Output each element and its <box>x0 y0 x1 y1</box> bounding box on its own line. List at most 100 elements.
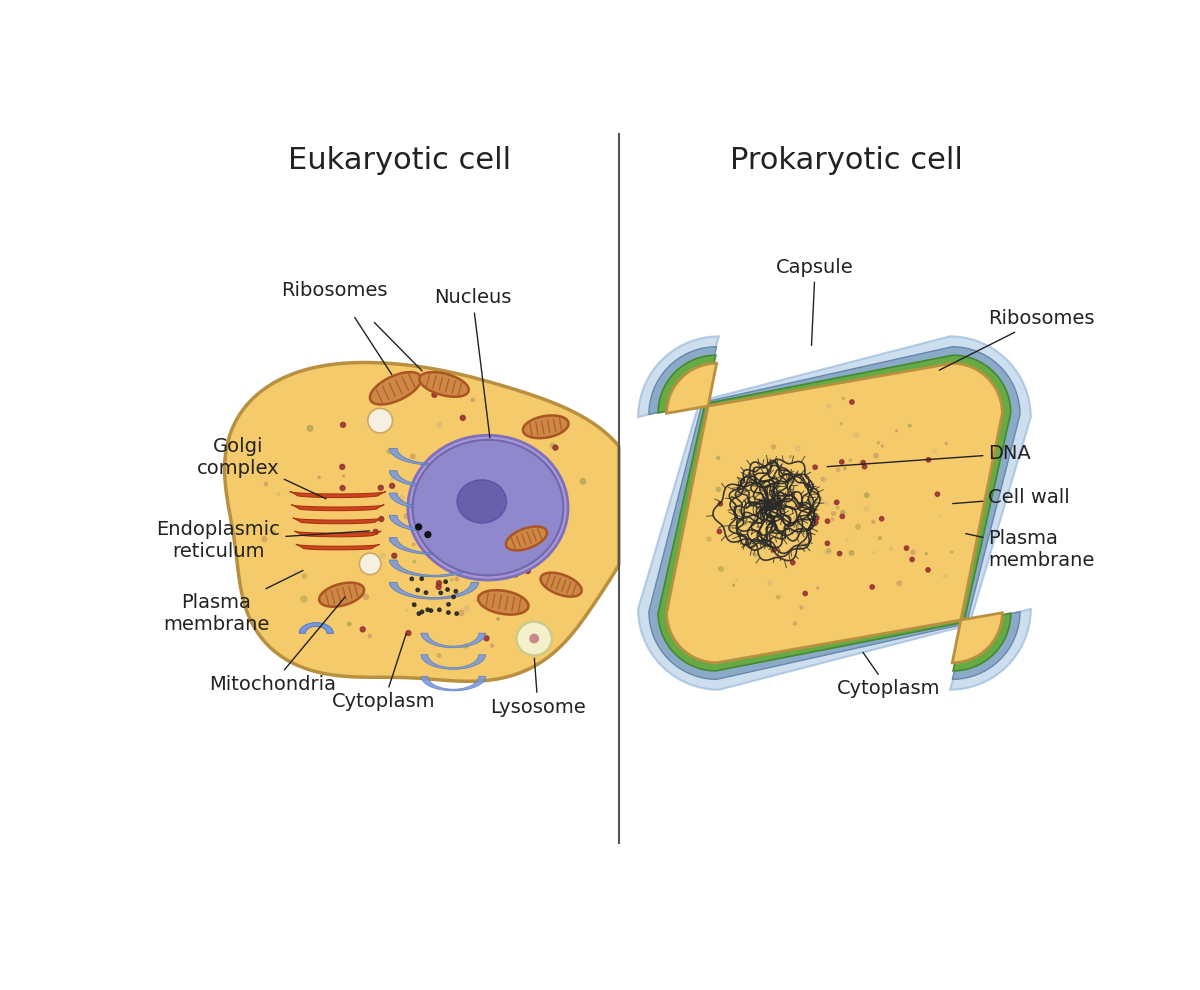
Circle shape <box>842 397 845 400</box>
Text: Nucleus: Nucleus <box>434 288 511 438</box>
Circle shape <box>444 580 448 583</box>
Circle shape <box>768 581 772 585</box>
Polygon shape <box>389 516 479 533</box>
Circle shape <box>821 477 826 481</box>
Circle shape <box>426 608 430 612</box>
Circle shape <box>368 635 371 638</box>
Circle shape <box>870 585 875 589</box>
Circle shape <box>905 545 908 550</box>
Polygon shape <box>649 346 1020 679</box>
Circle shape <box>446 588 449 591</box>
Circle shape <box>425 519 430 524</box>
Circle shape <box>437 423 442 428</box>
Circle shape <box>326 597 331 602</box>
Text: Ribosomes: Ribosomes <box>940 309 1094 370</box>
Circle shape <box>487 526 491 529</box>
Circle shape <box>818 497 822 501</box>
Circle shape <box>814 520 818 525</box>
Circle shape <box>428 500 433 505</box>
Text: Golgi
complex: Golgi complex <box>197 438 326 499</box>
Circle shape <box>420 610 424 614</box>
Circle shape <box>482 597 487 602</box>
Circle shape <box>815 516 818 520</box>
Circle shape <box>437 581 442 586</box>
Circle shape <box>425 591 427 594</box>
Ellipse shape <box>359 553 380 574</box>
Circle shape <box>840 423 842 425</box>
Circle shape <box>464 524 469 529</box>
Text: Prokaryotic cell: Prokaryotic cell <box>730 146 962 175</box>
Circle shape <box>406 631 410 636</box>
Polygon shape <box>540 572 582 597</box>
Text: Cytoplasm: Cytoplasm <box>332 634 436 712</box>
Circle shape <box>478 595 480 597</box>
Circle shape <box>430 609 433 612</box>
Circle shape <box>424 518 426 521</box>
Circle shape <box>410 454 415 458</box>
Circle shape <box>446 611 450 614</box>
Circle shape <box>460 561 464 565</box>
Text: DNA: DNA <box>827 445 1031 466</box>
Polygon shape <box>421 634 486 647</box>
Circle shape <box>844 467 846 469</box>
Circle shape <box>950 550 953 553</box>
Circle shape <box>433 531 438 536</box>
Circle shape <box>497 618 499 621</box>
Polygon shape <box>296 544 379 549</box>
Circle shape <box>418 504 422 509</box>
Circle shape <box>514 572 518 577</box>
Circle shape <box>932 449 936 452</box>
Circle shape <box>736 579 738 581</box>
Circle shape <box>446 603 450 606</box>
Circle shape <box>754 553 757 556</box>
Circle shape <box>814 514 818 519</box>
Circle shape <box>486 604 491 609</box>
Circle shape <box>827 548 830 552</box>
Circle shape <box>553 507 556 509</box>
Circle shape <box>413 544 415 545</box>
Polygon shape <box>295 531 380 537</box>
Circle shape <box>427 547 430 549</box>
Polygon shape <box>293 518 383 524</box>
Text: Lysosome: Lysosome <box>490 658 586 717</box>
Circle shape <box>379 517 384 522</box>
Circle shape <box>832 518 834 520</box>
Circle shape <box>456 468 461 472</box>
Circle shape <box>502 526 508 531</box>
Circle shape <box>878 537 881 540</box>
Circle shape <box>926 567 930 572</box>
Circle shape <box>880 517 884 521</box>
Circle shape <box>791 560 794 564</box>
Circle shape <box>910 557 914 561</box>
Circle shape <box>406 609 408 611</box>
Circle shape <box>416 588 419 592</box>
Circle shape <box>463 504 466 507</box>
Circle shape <box>461 416 466 421</box>
Circle shape <box>738 509 743 514</box>
Ellipse shape <box>516 622 552 655</box>
Circle shape <box>431 529 434 533</box>
Circle shape <box>491 644 493 647</box>
Circle shape <box>348 623 352 626</box>
Circle shape <box>388 449 391 453</box>
Circle shape <box>521 451 526 456</box>
Circle shape <box>364 594 368 599</box>
Circle shape <box>827 549 832 554</box>
Circle shape <box>400 496 404 501</box>
Circle shape <box>458 610 464 616</box>
Circle shape <box>425 532 431 538</box>
Circle shape <box>719 567 724 571</box>
Circle shape <box>420 511 426 517</box>
Circle shape <box>707 538 710 542</box>
Circle shape <box>436 584 442 589</box>
Circle shape <box>432 392 437 397</box>
Circle shape <box>443 499 448 503</box>
Circle shape <box>550 444 554 447</box>
Circle shape <box>424 492 427 496</box>
Circle shape <box>404 514 409 519</box>
Circle shape <box>856 525 860 530</box>
Circle shape <box>798 503 803 508</box>
Circle shape <box>716 456 720 459</box>
Ellipse shape <box>457 480 506 523</box>
Circle shape <box>850 400 854 404</box>
